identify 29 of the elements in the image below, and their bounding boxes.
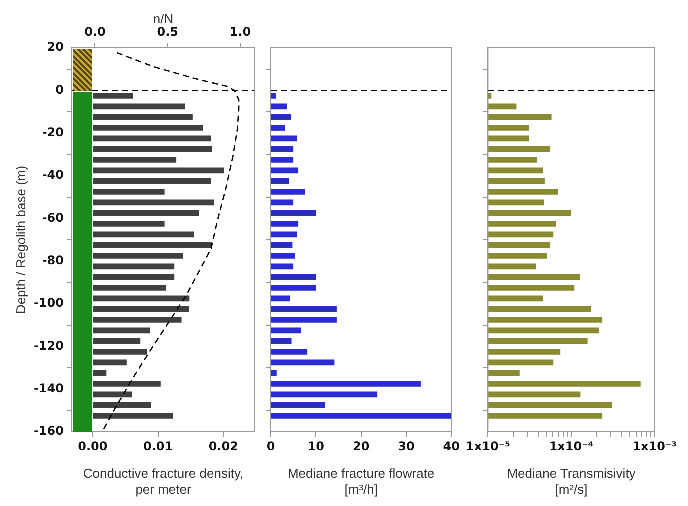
x-axis-title: Conductive fracture density, per meter xyxy=(83,466,244,497)
y-tick-label: -160 xyxy=(34,424,64,438)
x-tick-label: 20 xyxy=(352,439,370,454)
x-tick-label: 0.02 xyxy=(208,439,238,454)
x-axis-title: Mediane Transmisivity [m²/s] xyxy=(507,466,636,497)
x-tick-label: 0 xyxy=(266,439,276,454)
x-tick-label: 1x10⁻⁴ xyxy=(549,439,594,454)
y-axis-title: Depth / Regolith base (m) xyxy=(13,166,28,314)
y-tick-label: -60 xyxy=(42,210,64,225)
x-tick-label: 10 xyxy=(308,439,325,454)
y-tick-label: -80 xyxy=(42,253,64,268)
y-tick-label: -100 xyxy=(34,296,64,310)
x-tick-label: 30 xyxy=(398,439,415,454)
y-tick-label: 20 xyxy=(47,40,64,54)
x-tick-label: 1x10⁻⁵ xyxy=(466,439,510,454)
y-tick-label: -40 xyxy=(42,168,64,182)
x-tick-label: 1x10⁻³ xyxy=(632,439,678,454)
x2-tick-label: 1.0 xyxy=(230,24,252,39)
x-axis-title: Mediane fracture flowrate [m³/h] xyxy=(288,466,435,497)
y-tick-label: -140 xyxy=(34,381,64,396)
x2-tick-label: 0.0 xyxy=(84,24,106,39)
x2-axis-title: n/N xyxy=(153,11,174,26)
y-tick-label: -120 xyxy=(34,338,64,353)
y-tick-label: 0 xyxy=(56,82,64,97)
x2-tick-label: 0.5 xyxy=(157,24,178,39)
x-tick-label: 0.00 xyxy=(78,439,108,454)
x-tick-label: 40 xyxy=(443,439,460,454)
y-tick-label: -20 xyxy=(42,125,64,140)
x-tick-label: 0.01 xyxy=(143,439,174,454)
